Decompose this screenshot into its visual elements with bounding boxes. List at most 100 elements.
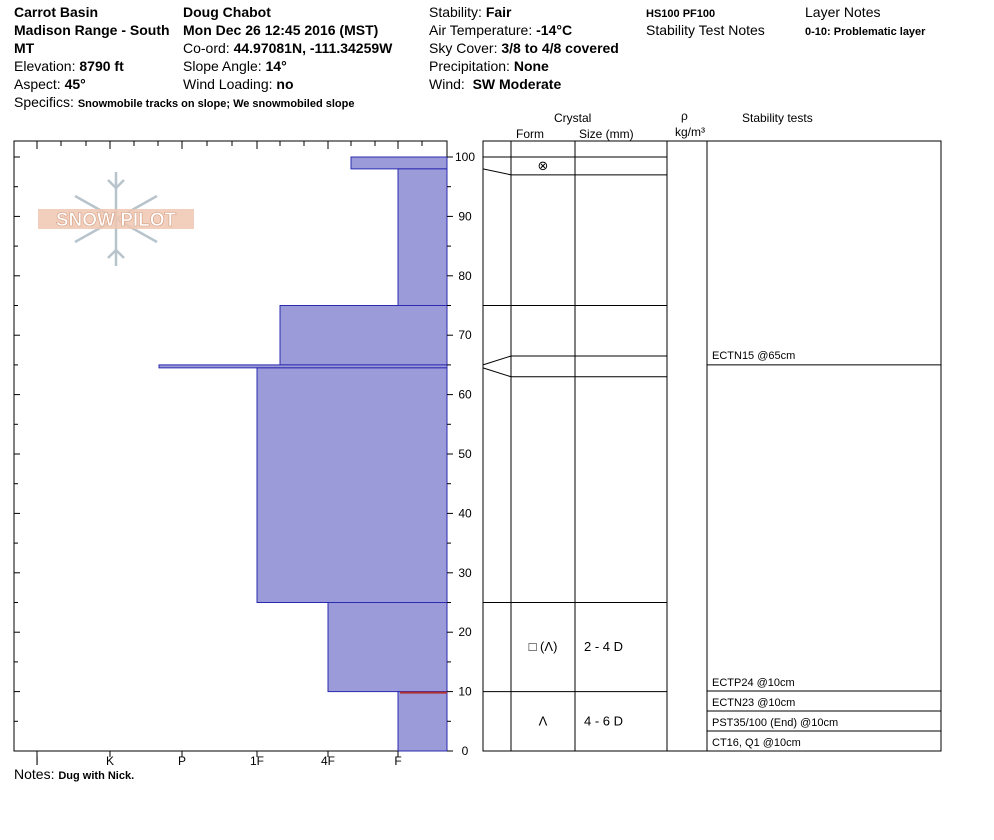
wind-loading-value: no [276,76,294,92]
layer-boundaries [482,156,667,693]
layer-boundary-4 [482,367,667,378]
logo-banner [38,209,194,229]
hardness-tick-label-5: F [394,754,401,768]
hardness-tick-label-0: I [35,754,38,768]
snowpilot-logo: SNOW PILOT [38,172,194,266]
hardness-top-ticks [36,141,423,149]
hardness-layer-1 [397,168,448,306]
hardness-tick-label-2: P [178,754,186,768]
hardness-layer-6 [397,691,448,752]
crystal-form-1: □ (Λ) [529,639,558,654]
depth-tick-label-7: 70 [458,328,472,342]
depth-tick-label-6: 60 [458,388,472,402]
hardness-tick-label-1: K [106,754,114,768]
hs-pf: HS100 PF100 [646,8,716,20]
air-temperature: Air Temperature: -14°C [429,22,572,39]
density-symbol: ρ [681,109,688,123]
specifics-label: Specifics: [14,94,74,110]
crystal-rows: ⊗ □ (Λ) 2 - 4 D Λ 4 - 6 D [529,158,623,728]
hardness-layer-4 [256,367,448,603]
slope-label: Slope Angle: [183,58,262,74]
hardness-tick-label-4: 4F [321,754,335,768]
depth-tick-label-5: 50 [458,447,472,461]
stability-tests-column [706,140,942,752]
hardness-x-axis: I K P 1F 4F F [35,751,402,768]
layer-boundary-3 [482,355,667,366]
layer-note: 0-10: Problematic layer [805,26,926,38]
wind-label: Wind: [429,76,465,92]
crystal-form-2: Λ [539,713,548,728]
notes-value: Dug with Nick. [58,770,135,782]
crystal-size-1: 2 - 4 D [584,639,623,654]
stability-test-1: ECTP24 @10cm [712,677,795,689]
hardness-layer-5 [327,602,448,693]
hardness-layer-0 [350,156,448,170]
coord-value: 44.97081N, -111.34259W [233,40,393,56]
hardness-profile [158,156,448,752]
specifics-value: Snowmobile tracks on slope; We snowmobil… [77,98,355,110]
depth-axis: 0 10 20 30 40 50 60 70 80 90 100 [14,150,475,758]
density-unit: kg/m³ [675,125,705,139]
stability-test-notes-heading: Stability Test Notes [646,22,765,38]
depth-tick-label-4: 40 [458,506,472,520]
wind-value: SW Moderate [472,76,562,92]
depth-tick-label-8: 80 [458,269,472,283]
coordinates: Co-ord: 44.97081N, -111.34259W [183,40,392,57]
notes-label: Notes: [14,766,55,782]
stability-label: Stability: [429,4,482,20]
wind-loading: Wind Loading: no [183,76,294,93]
crystal-heading: Crystal [554,111,592,125]
depth-tick-label-0: 0 [462,744,469,758]
wind-loading-label: Wind Loading: [183,76,273,92]
crystal-size-2: 4 - 6 D [584,713,623,728]
specifics: Specifics: Snowmobile tracks on slope; W… [14,94,355,113]
depth-tick-label-3: 30 [458,566,472,580]
stability-test-rows: ECTN15 @65cm ECTP24 @10cm ECTN23 @10cm PST3… [707,350,941,749]
size-heading: Size (mm) [579,127,634,141]
air-temp-value: -14°C [536,22,573,38]
logo-text: SNOW PILOT [56,210,177,231]
aspect-label: Aspect: [14,76,61,92]
elevation: Elevation: 8790 ft [14,58,124,75]
notes: Notes: Dug with Nick. [14,766,134,785]
form-heading: Form [516,127,544,141]
hardness-tick-label-3: 1F [250,754,264,768]
depth-tick-label-2: 20 [458,625,472,639]
elevation-value: 8790 ft [79,58,124,74]
layer-notes-heading: Layer Notes [805,4,881,20]
aspect-value: 45° [64,76,86,92]
aspect: Aspect: 45° [14,76,86,93]
precip-value: None [513,58,549,74]
observer-name: Doug Chabot [183,4,271,20]
hardness-layer-2 [279,305,448,366]
wind: Wind: SW Moderate [429,76,561,93]
sky-label: Sky Cover: [429,40,498,56]
stability-test-4: CT16, Q1 @10cm [712,737,801,749]
coord-label: Co-ord: [183,40,230,56]
elevation-label: Elevation: [14,58,76,74]
layer-boundary-1 [482,168,667,176]
crystal-form-0: ⊗ [538,158,549,173]
depth-tick-label-10: 100 [455,150,475,164]
location-name: Carrot Basin [14,4,99,20]
depth-tick-label-1: 10 [458,685,472,699]
stability-test-0: ECTN15 @65cm [712,350,795,362]
stability-value: Fair [485,4,512,20]
range-name: Madison Range - South [14,22,170,38]
stability-test-2: ECTN23 @10cm [712,697,795,709]
stability-test-3: PST35/100 (End) @10cm [712,717,838,729]
observation-datetime: Mon Dec 26 12:45 2016 (MST) [183,22,379,38]
slope-angle: Slope Angle: 14° [183,58,287,75]
sky-cover: Sky Cover: 3/8 to 4/8 covered [429,40,619,57]
precipitation: Precipitation: None [429,58,549,75]
depth-tick-label-9: 90 [458,209,472,223]
stability: Stability: Fair [429,4,512,21]
air-temp-label: Air Temperature: [429,22,533,38]
density-column [666,140,708,752]
range-state: MT [14,40,35,56]
slope-value: 14° [265,58,287,74]
sky-value: 3/8 to 4/8 covered [501,40,619,56]
precip-label: Precipitation: [429,58,510,74]
stability-tests-heading: Stability tests [742,111,813,125]
